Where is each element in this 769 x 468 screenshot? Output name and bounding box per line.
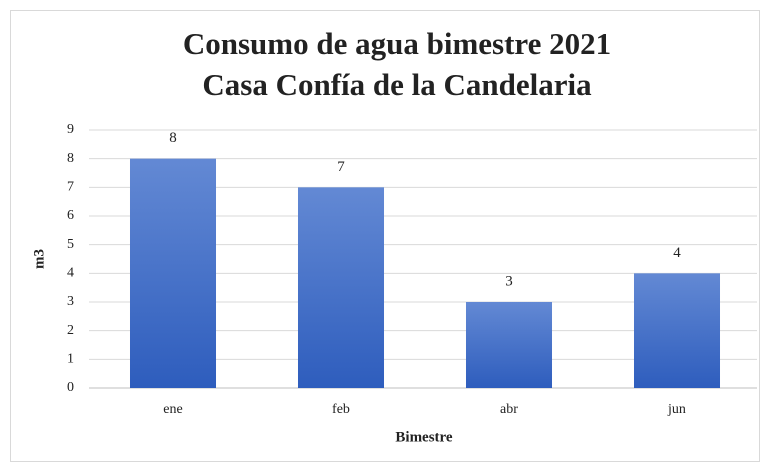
x-axis-title: Bimestre: [395, 429, 453, 445]
data-label: 8: [169, 130, 177, 146]
y-tick-label: 6: [67, 208, 74, 223]
x-tick-label: abr: [500, 402, 518, 417]
data-label: 7: [337, 159, 345, 175]
data-label: 3: [505, 273, 513, 289]
y-tick-label: 4: [67, 266, 74, 281]
chart-title: Casa Confía de la Candelaria: [202, 67, 592, 102]
y-tick-label: 0: [67, 380, 74, 395]
bar: [465, 302, 553, 388]
x-tick-label: jun: [667, 402, 686, 417]
y-tick-label: 8: [67, 151, 74, 166]
chart-title: Consumo de agua bimestre 2021: [183, 26, 611, 61]
bar: [129, 158, 217, 388]
y-tick-label: 5: [67, 237, 74, 252]
x-tick-label: ene: [163, 402, 182, 417]
y-tick-label: 7: [67, 180, 74, 195]
data-label: 4: [673, 245, 681, 261]
bar: [633, 273, 721, 388]
y-axis-title: m3: [31, 249, 47, 269]
bar: [297, 187, 385, 388]
y-tick-label: 2: [67, 323, 74, 338]
y-tick-label: 1: [67, 352, 74, 367]
y-tick-label: 9: [67, 122, 74, 137]
x-tick-label: feb: [332, 402, 350, 417]
y-tick-label: 3: [67, 294, 74, 309]
